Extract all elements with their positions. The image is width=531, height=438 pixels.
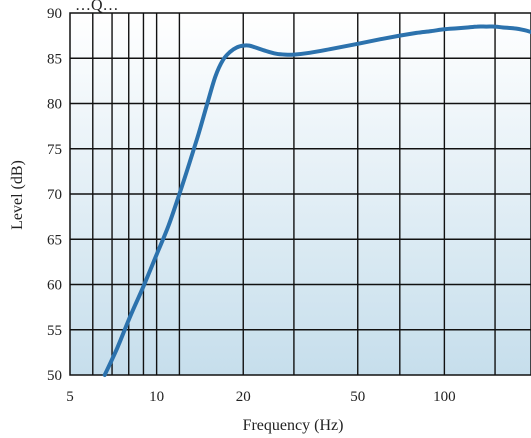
- y-tick-label: 90: [47, 6, 62, 22]
- x-axis-ticks: 5 10 20 50 100: [66, 389, 455, 405]
- series-line: [102, 24, 531, 377]
- y-tick-label: 55: [47, 323, 62, 339]
- chart-title: …Q…: [75, 0, 119, 14]
- y-axis-title: Level (dB): [9, 160, 26, 230]
- y-tick-label: 70: [47, 187, 62, 203]
- x-tick-label: 100: [433, 389, 456, 405]
- x-tick-label: 50: [350, 389, 365, 405]
- y-tick-label: 60: [47, 278, 62, 294]
- y-tick-label: 50: [47, 368, 62, 384]
- y-tick-label: 80: [47, 97, 62, 113]
- x-tick-label: 20: [236, 389, 251, 405]
- plot-frame: [69, 12, 531, 376]
- y-gridlines: [70, 57, 531, 331]
- y-tick-label: 85: [47, 51, 62, 67]
- y-tick-label: 75: [47, 142, 62, 158]
- x-tick-label: 5: [66, 389, 74, 405]
- x-tick-label: 10: [149, 389, 164, 405]
- y-tick-label: 65: [47, 232, 62, 248]
- x-axis-title: Frequency (Hz): [243, 417, 344, 434]
- y-axis-ticks: 50 55 60 65 70 75 80 85 90: [47, 6, 62, 384]
